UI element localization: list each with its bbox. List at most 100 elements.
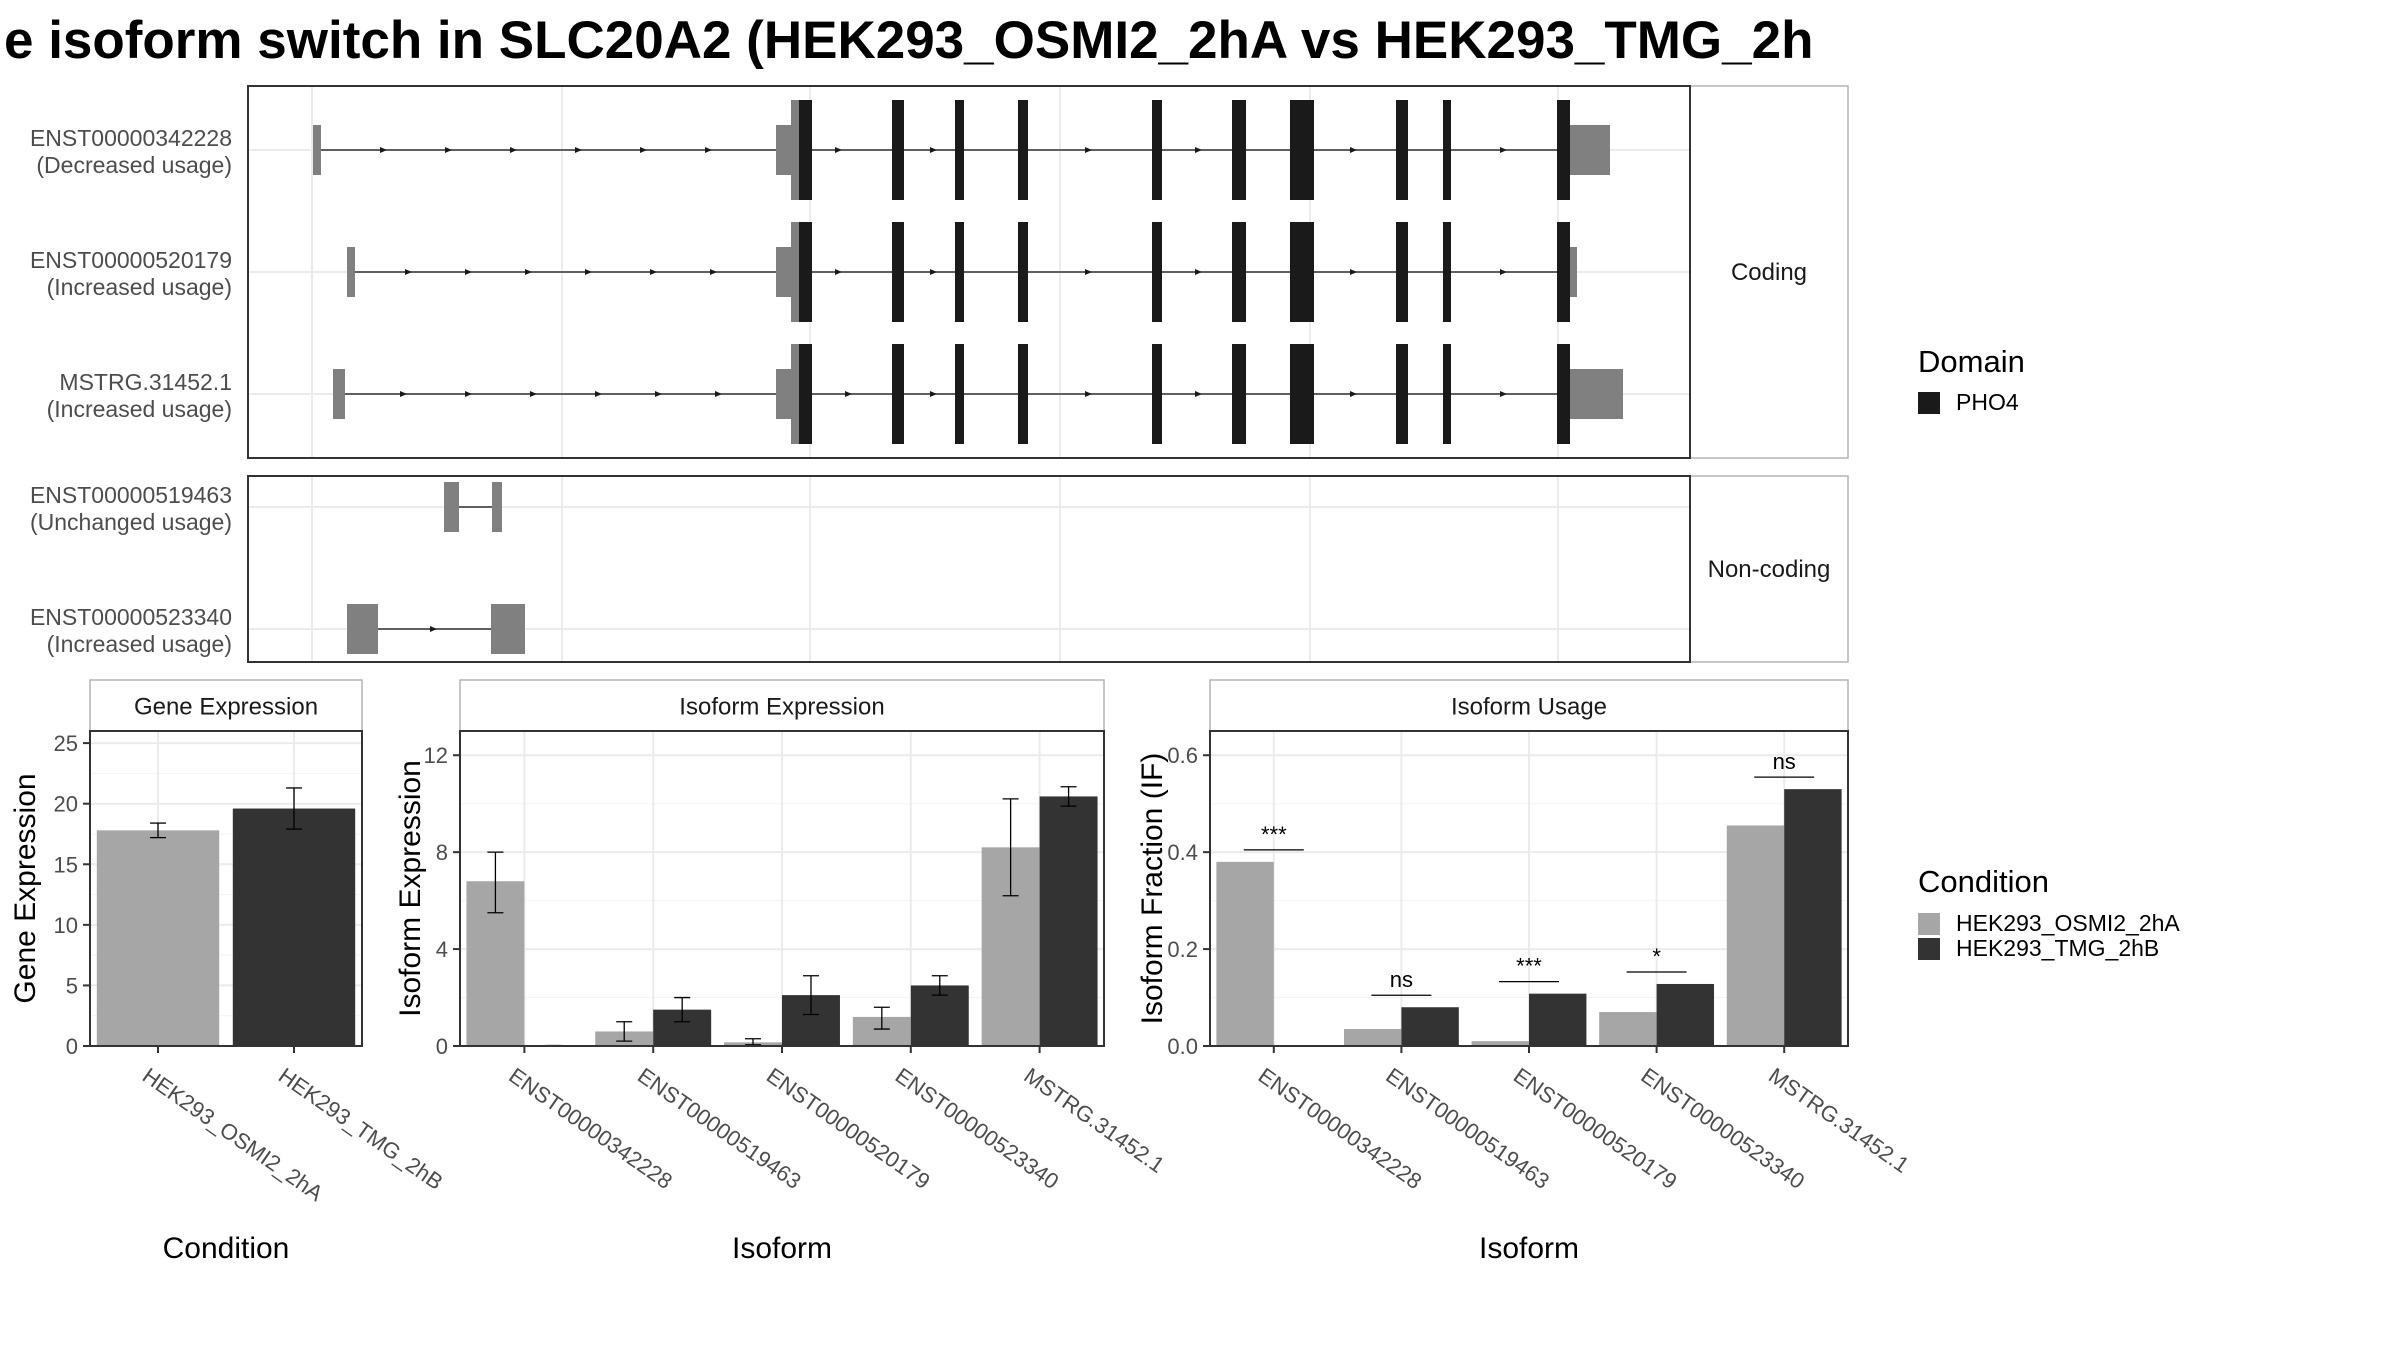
intron-direction-arrow — [465, 391, 472, 397]
transcript-structure-panel: Coding ENST00000342228(Decreased usage) EN… — [30, 85, 1849, 663]
pho4-domain-exon — [1290, 100, 1314, 200]
intron-direction-arrow — [930, 269, 937, 275]
y-tick-label: 10 — [54, 913, 78, 938]
chart-panel-border — [89, 730, 363, 1047]
intron-direction-arrow — [405, 269, 412, 275]
pho4-domain-exon — [955, 344, 964, 444]
intron-direction-arrow — [1195, 391, 1202, 397]
isoform-usage-label: (Unchanged usage) — [30, 509, 232, 535]
bar-chart-1: Gene Expression0510152025HEK293_OSMI2_2h… — [9, 679, 448, 1265]
intron-direction-arrow — [1085, 147, 1092, 153]
error-bar — [1002, 798, 1019, 897]
pho4-domain-exon — [1396, 100, 1408, 200]
intron-direction-arrow — [655, 391, 662, 397]
utr-exon — [313, 125, 321, 175]
non-coding-exon — [491, 604, 525, 654]
bar — [1343, 1029, 1402, 1046]
intron-direction-arrow — [465, 269, 472, 275]
error-bar — [616, 1021, 633, 1042]
y-tick-label: 5 — [66, 973, 78, 998]
y-tick-label: 0.0 — [1167, 1034, 1198, 1059]
isoform-usage-label: (Decreased usage) — [36, 152, 232, 178]
bar — [1599, 1012, 1657, 1046]
pho4-domain-exon — [799, 222, 812, 322]
significance-marker: ns — [1754, 749, 1815, 778]
significance-marker: *** — [1243, 822, 1304, 851]
intron-direction-arrow — [1500, 147, 1507, 153]
domain-legend: Domain PHO4 — [1918, 344, 2025, 415]
intron-direction-arrow — [1085, 391, 1092, 397]
isoform-id-label: ENST00000523340 — [30, 604, 232, 630]
pho4-domain-exon — [1018, 100, 1028, 200]
pho4-domain-exon — [1152, 222, 1162, 322]
bar — [1471, 1041, 1529, 1046]
x-axis-title: Isoform — [732, 1232, 832, 1265]
utr-exon — [1570, 125, 1610, 175]
pho4-domain-exon — [1396, 344, 1408, 444]
pho4-domain-exon — [892, 344, 904, 444]
intron-direction-arrow — [1195, 147, 1202, 153]
pho4-domain-exon — [1018, 222, 1028, 322]
error-bar — [674, 996, 691, 1023]
intron-direction-arrow — [930, 391, 937, 397]
utr-exon — [1570, 369, 1623, 419]
pho4-domain-exon — [892, 222, 904, 322]
utr-exon — [791, 100, 799, 200]
pho4-domain-exon — [892, 100, 904, 200]
isoform-usage-label: (Increased usage) — [47, 631, 232, 657]
pho4-domain-exon — [1557, 222, 1570, 322]
x-axis-title: Condition — [163, 1232, 290, 1265]
transcript-model-non-coding — [347, 604, 525, 654]
intron-direction-arrow — [530, 391, 537, 397]
y-tick-label: 0.6 — [1167, 743, 1198, 768]
svg-text:***: *** — [1261, 822, 1287, 847]
svg-text:*: * — [1652, 944, 1661, 969]
pho4-domain-exon — [1152, 100, 1162, 200]
significance-marker: *** — [1499, 954, 1559, 983]
intron-direction-arrow — [710, 269, 717, 275]
intron-direction-arrow — [525, 269, 532, 275]
facet-strip — [1689, 85, 1849, 459]
svg-text:ns: ns — [1773, 749, 1796, 774]
intron-direction-arrow — [575, 147, 582, 153]
pho4-domain-exon — [1557, 100, 1570, 200]
utr-exon — [347, 247, 355, 297]
y-tick-label: 15 — [54, 852, 78, 877]
utr-exon — [1570, 247, 1577, 297]
error-bar — [802, 975, 819, 1016]
bar — [1039, 796, 1098, 1046]
pho4-domain-exon — [1290, 344, 1314, 444]
bar — [1784, 789, 1842, 1046]
legend-key — [1918, 938, 1940, 960]
transcript-facet-non-coding: Non-coding ENST00000519463(Unchanged usag… — [30, 475, 1849, 663]
bar — [232, 808, 356, 1046]
bar-chart-2: Isoform Expression04812ENST00000342228EN… — [394, 679, 1169, 1265]
bar — [1656, 983, 1715, 1046]
intron-direction-arrow — [705, 147, 712, 153]
pho4-domain-exon — [1232, 100, 1246, 200]
intron-direction-arrow — [510, 147, 517, 153]
y-tick-label: 0 — [66, 1034, 78, 1059]
utr-exon — [791, 344, 799, 444]
pho4-domain-exon — [955, 100, 964, 200]
intron-direction-arrow — [1500, 391, 1507, 397]
isoform-id-label: ENST00000519463 — [30, 482, 232, 508]
y-axis-title: Isoform Fraction (IF) — [1136, 753, 1169, 1025]
legend-label: PHO4 — [1956, 389, 2019, 415]
facet-strip — [1689, 475, 1849, 663]
isoform-usage-label: (Increased usage) — [47, 396, 232, 422]
transcript-panel-border — [247, 475, 1691, 663]
x-axis-title: Isoform — [1479, 1232, 1579, 1265]
pho4-domain-exon — [1152, 344, 1162, 444]
significance-marker: ns — [1371, 967, 1432, 996]
y-tick-label: 8 — [436, 840, 448, 865]
facet-strip-label: Non-coding — [1708, 556, 1831, 583]
legend-key — [1918, 913, 1940, 935]
pho4-domain-exon — [1443, 344, 1451, 444]
utr-exon — [333, 369, 345, 419]
intron-direction-arrow — [595, 391, 602, 397]
error-bar — [1060, 786, 1077, 807]
chart-title: Gene Expression — [134, 694, 318, 721]
chart-title: Isoform Usage — [1451, 694, 1607, 721]
pho4-domain-exon — [955, 222, 964, 322]
